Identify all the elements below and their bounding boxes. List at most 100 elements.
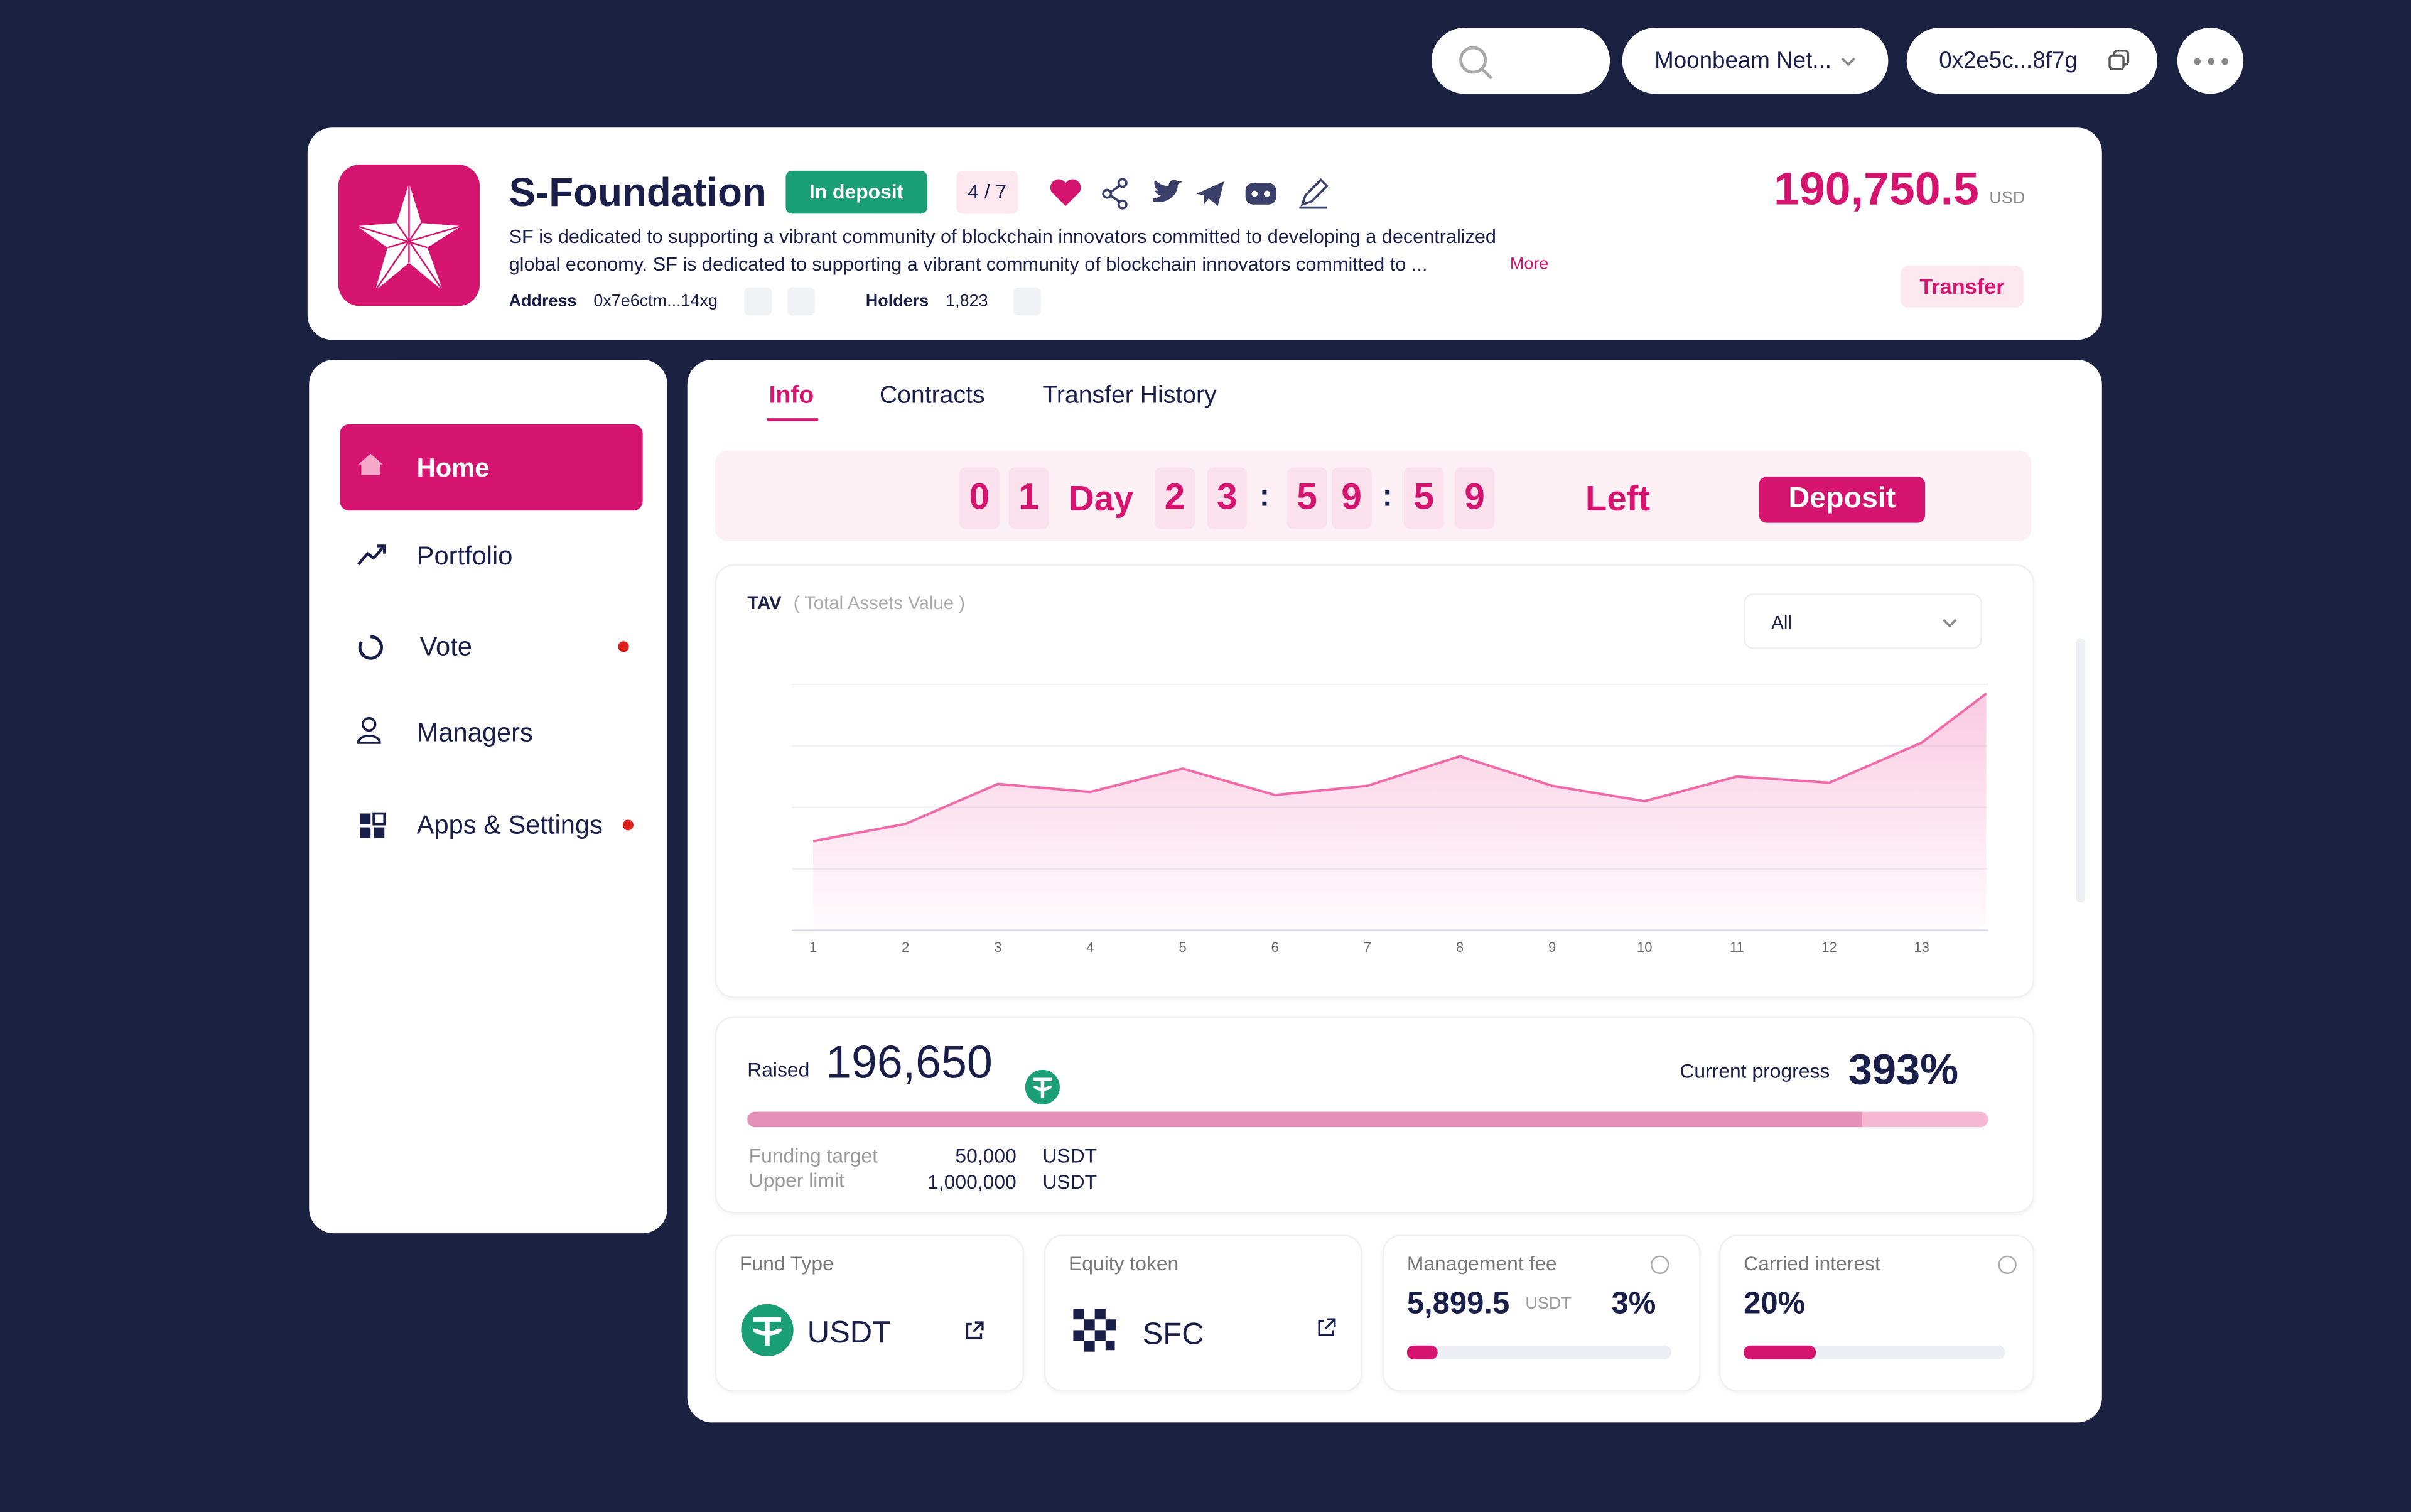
search-icon <box>1459 46 1493 80</box>
progress-value: 393% <box>1848 1045 1959 1094</box>
fee-value: 5,899.5 <box>1406 1287 1510 1321</box>
digit: 5 <box>1403 467 1444 529</box>
link-button[interactable] <box>1013 287 1041 316</box>
nav-item[interactable]: Apps & Settings <box>416 810 603 840</box>
deposit-button[interactable]: Deposit <box>1759 477 1926 523</box>
digit: 9 <box>1331 467 1372 529</box>
line <box>812 692 1987 843</box>
star <box>356 183 462 291</box>
search[interactable] <box>1432 28 1610 94</box>
notification-dot <box>618 641 629 652</box>
sidebar: Home Portfolio Vote Managers Apps & Sett… <box>309 360 667 1234</box>
link-icon[interactable] <box>964 1321 984 1341</box>
fee-unit: USDT <box>1525 1295 1572 1314</box>
digit: 1 <box>1008 467 1049 529</box>
x-tick-label: 11 <box>1730 939 1744 955</box>
tether-icon <box>1023 1067 1062 1107</box>
x-tick-label: 10 <box>1637 939 1653 955</box>
tab[interactable]: Contracts <box>879 382 985 409</box>
tab[interactable]: Transfer History <box>1042 382 1217 409</box>
status-badge: In deposit <box>785 170 927 214</box>
scrollbar[interactable] <box>2076 638 2085 903</box>
raised-label: Raised <box>747 1057 810 1081</box>
tab-underline <box>767 418 818 422</box>
home-icon <box>358 453 383 475</box>
carried-rate: 20% <box>1744 1287 1806 1321</box>
holders: 1,823 <box>946 292 988 311</box>
range-value: All <box>1771 612 1792 634</box>
nav-item[interactable]: Portfolio <box>416 541 513 571</box>
carried-fill <box>1744 1345 1816 1359</box>
separator: : <box>1259 480 1270 514</box>
wallet[interactable]: 0x2e5c...8f7g <box>1906 28 2157 94</box>
digit: 3 <box>1207 467 1248 529</box>
amount: 190,750.5 <box>1773 165 1979 215</box>
separator: : <box>1382 480 1393 514</box>
description: SF is dedicated to supporting a vibrant … <box>509 226 1496 248</box>
transfer-button[interactable]: Transfer <box>1900 266 2024 308</box>
nav-item[interactable]: Home <box>416 453 490 483</box>
copy-button[interactable] <box>744 287 772 316</box>
carried-card <box>1718 1234 2035 1392</box>
network-select[interactable]: Moonbeam Net... <box>1622 28 1889 94</box>
unit: USDT <box>1042 1144 1098 1167</box>
x-tick-label: 3 <box>994 939 1001 955</box>
left-label: Left <box>1585 478 1651 519</box>
tab-active[interactable]: Info <box>769 382 814 409</box>
x-tick-label: 13 <box>1914 939 1929 955</box>
card-value: SFC <box>1142 1317 1204 1352</box>
help-icon[interactable] <box>1650 1255 1670 1275</box>
holders-label: Holders <box>865 292 929 311</box>
sfc-icon <box>1073 1309 1116 1352</box>
link-button[interactable] <box>787 287 815 316</box>
x-tick-label: 8 <box>1456 939 1464 955</box>
nav-item[interactable]: Managers <box>416 718 533 748</box>
limit-label: Upper limit <box>748 1169 844 1192</box>
address: 0x7e6ctm...14xg <box>593 292 718 311</box>
x-tick-label: 5 <box>1179 939 1186 955</box>
day-label: Day <box>1069 478 1134 519</box>
x-tick-label: 12 <box>1821 939 1837 955</box>
x-tick-label: 1 <box>809 939 817 955</box>
unit: USDT <box>1042 1170 1098 1194</box>
target-label: Funding target <box>748 1144 878 1167</box>
limit: 1,000,000 <box>927 1170 1017 1194</box>
tether-icon <box>741 1304 794 1357</box>
area <box>813 693 1987 931</box>
x-tick-label: 2 <box>902 939 909 955</box>
range-select[interactable]: All <box>1744 593 1982 649</box>
rank-badge: 4 / 7 <box>956 170 1018 214</box>
fee-track <box>1406 1345 1672 1359</box>
card-label: Fund Type <box>739 1251 834 1275</box>
more-menu[interactable] <box>2177 28 2244 94</box>
managers-icon <box>357 716 381 744</box>
chart-subtitle: ( Total Assets Value ) <box>793 591 966 614</box>
progress-fill <box>747 1111 1862 1128</box>
currency: USD <box>1989 189 2025 208</box>
social-icons[interactable] <box>1049 177 1340 211</box>
nav-item[interactable]: Vote <box>419 632 472 662</box>
digit: 0 <box>959 467 1000 529</box>
dots <box>2194 58 2229 65</box>
network: Moonbeam Net... <box>1654 47 1831 74</box>
address-label: Address <box>509 292 577 311</box>
x-tick-label: 9 <box>1548 939 1556 955</box>
target: 50,000 <box>955 1144 1017 1167</box>
raised-amount: 196,650 <box>826 1038 993 1089</box>
nav-active[interactable] <box>340 424 643 511</box>
digit: 2 <box>1155 467 1195 529</box>
header-card: S-Foundation In deposit 4 / 7 SF is dedi… <box>307 127 2102 340</box>
chart-title: TAV <box>747 591 782 614</box>
help-icon[interactable] <box>1997 1255 2017 1275</box>
chevron <box>1841 57 1855 67</box>
link-icon[interactable] <box>1316 1318 1336 1338</box>
fee-fill <box>1406 1345 1438 1359</box>
fee-card <box>1382 1234 1701 1392</box>
vote-icon <box>358 635 383 660</box>
more-link[interactable]: More <box>1509 255 1549 274</box>
fund-title: S-Foundation <box>509 169 767 215</box>
progress-label: Current progress <box>1680 1059 1830 1083</box>
card-label: Management fee <box>1406 1251 1557 1275</box>
logo <box>338 165 480 306</box>
